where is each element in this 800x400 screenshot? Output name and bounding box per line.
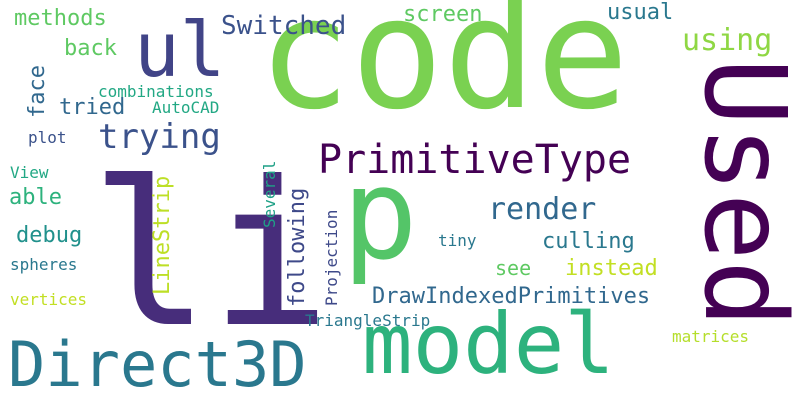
word-plot: plot <box>28 128 67 147</box>
word-instead: instead <box>565 256 658 281</box>
word-view: View <box>10 163 49 182</box>
word-usual: usual <box>607 0 674 25</box>
word-using: using <box>682 23 773 58</box>
word-several: Several <box>260 160 279 228</box>
word-primitivetype: PrimitiveType <box>318 137 632 183</box>
word-combinations: combinations <box>98 82 214 101</box>
word-back: back <box>64 36 117 61</box>
word-code: code <box>258 0 629 144</box>
word-ul: ul <box>134 5 226 94</box>
word-see: see <box>495 256 532 280</box>
word-used: Used <box>679 58 800 328</box>
word-switched: Switched <box>221 11 347 41</box>
word-spheres: spheres <box>10 255 78 274</box>
word-linestrip: LineStrip <box>150 175 175 295</box>
word-face: face <box>25 65 50 118</box>
word-direct3d: Direct3D <box>8 328 307 400</box>
word-tried: tried <box>59 95 126 120</box>
word-trianglestrip: TriangleStrip <box>305 311 431 330</box>
word-autocad: AutoCAD <box>152 98 220 117</box>
word-culling: culling <box>542 229 635 254</box>
word-screen: screen <box>403 2 483 27</box>
word-methods: methods <box>14 6 107 31</box>
word-drawindexedprimitives: DrawIndexedPrimitives <box>372 284 651 309</box>
word-matrices: matrices <box>672 327 750 346</box>
word-vertices: vertices <box>10 290 88 309</box>
word-following: following <box>285 187 310 307</box>
word-p: p <box>342 141 418 288</box>
word-able: able <box>9 185 62 210</box>
word-model: model <box>362 295 615 393</box>
word-li: li <box>90 139 331 372</box>
word-debug: debug <box>16 223 83 248</box>
word-trying: trying <box>98 117 221 157</box>
word-tiny: tiny <box>438 231 477 250</box>
word-render: render <box>488 192 597 227</box>
word-projection: Projection <box>322 209 341 306</box>
